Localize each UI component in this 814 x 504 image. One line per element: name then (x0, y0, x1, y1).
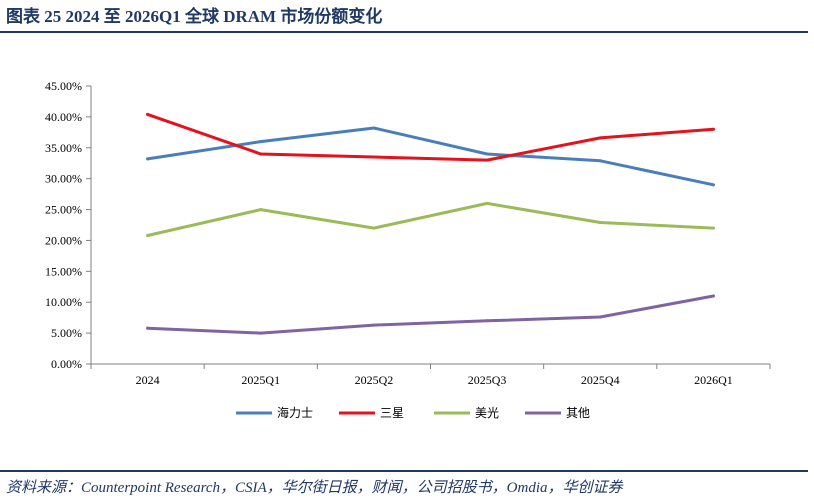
data-point (259, 152, 263, 156)
data-point (598, 315, 602, 319)
data-point (711, 183, 715, 187)
data-point (372, 323, 376, 327)
data-point (598, 159, 602, 163)
legend: 海力士 三星 美光 其他 (236, 405, 590, 420)
y-tick-label: 10.00% (45, 295, 82, 309)
y-tick-label: 40.00% (45, 110, 82, 124)
data-point (372, 155, 376, 159)
data-point (146, 326, 150, 330)
title-divider (0, 31, 808, 33)
y-tick-label: 45.00% (45, 79, 82, 93)
data-point (372, 126, 376, 130)
x-axis: 2024 2025Q1 2025Q2 2025Q3 2025Q4 2026Q1 (90, 363, 771, 387)
data-point (711, 294, 715, 298)
data-point (259, 140, 263, 144)
series-line-0 (146, 126, 715, 187)
y-tick-label: 0.00% (51, 357, 82, 371)
series-line-1 (146, 112, 715, 162)
x-tick-label: 2025Q4 (581, 373, 620, 387)
data-point (598, 221, 602, 225)
y-tick-label: 35.00% (45, 141, 82, 155)
x-tick-label: 2025Q1 (241, 373, 280, 387)
data-point (598, 136, 602, 140)
series-lines (146, 112, 715, 335)
data-point (485, 152, 489, 156)
series-line-2 (146, 201, 715, 237)
legend-label: 其他 (566, 406, 590, 420)
data-point (711, 226, 715, 230)
data-point (146, 112, 150, 116)
data-point (485, 201, 489, 205)
data-point (372, 226, 376, 230)
source-divider (0, 470, 808, 472)
line-chart: 0.00% 5.00% 10.00% 15.00% 20.00% 25.00% 30.00%… (45, 79, 771, 420)
series-line-3 (146, 294, 715, 335)
y-tick-label: 5.00% (51, 326, 82, 340)
y-axis: 0.00% 5.00% 10.00% 15.00% 20.00% 25.00% 30.00%… (45, 79, 92, 371)
y-tick-label: 20.00% (45, 233, 82, 247)
y-tick-label: 15.00% (45, 264, 82, 278)
data-point (146, 157, 150, 161)
data-point (485, 158, 489, 162)
y-tick-label: 25.00% (45, 203, 82, 217)
figure-title: 图表 25 2024 至 2026Q1 全球 DRAM 市场份额变化 (6, 7, 383, 26)
legend-label: 美光 (475, 406, 499, 420)
data-point (259, 208, 263, 212)
data-point (485, 319, 489, 323)
x-tick-label: 2025Q3 (468, 373, 507, 387)
data-point (259, 331, 263, 335)
legend-label: 三星 (380, 406, 404, 420)
x-tick-label: 2024 (136, 373, 160, 387)
source-note: 资料来源：Counterpoint Research，CSIA，华尔街日报，财闻… (6, 480, 623, 496)
y-tick-label: 30.00% (45, 172, 82, 186)
data-point (711, 127, 715, 131)
x-tick-label: 2026Q1 (694, 373, 733, 387)
legend-label: 海力士 (277, 405, 313, 420)
x-tick-label: 2025Q2 (355, 373, 394, 387)
data-point (146, 234, 150, 238)
